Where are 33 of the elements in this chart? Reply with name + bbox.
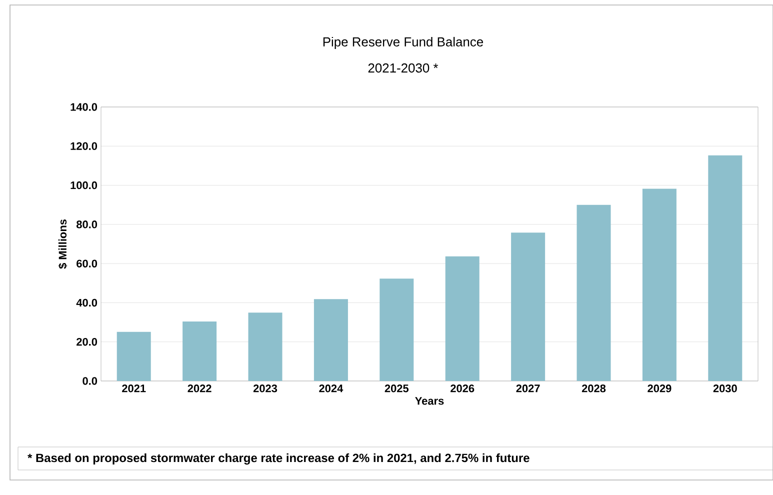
x-tick-label: 2026 [450, 384, 474, 392]
text: * Based on proposed stormwater charge rate increase of 2% in 2021, and 2.75% in future [28, 453, 530, 465]
y-tick-label: 0.0 [82, 377, 98, 385]
bar [182, 321, 217, 381]
bar [576, 204, 611, 381]
x-tick-label: 2025 [384, 384, 409, 392]
x-tick-label: 2028 [582, 384, 606, 392]
x-tick-label: 2029 [648, 384, 672, 392]
bar [380, 278, 414, 381]
y-tick-label: 100.0 [70, 181, 98, 190]
y-tick-label: 20.0 [76, 338, 98, 346]
bar [511, 232, 546, 381]
bar [445, 256, 480, 381]
x-tick-label: 2021 [122, 384, 146, 392]
x-tick-label: 2024 [319, 384, 344, 392]
bar [708, 155, 742, 381]
bar [248, 312, 282, 381]
y-tick-label: 80.0 [76, 220, 98, 228]
y-tick-label: 140.0 [70, 103, 98, 111]
y-tick-label: 40.0 [76, 298, 98, 307]
x-axis-title: Years [415, 397, 444, 405]
chart-title: Pipe Reserve Fund Balance [323, 36, 484, 50]
chart-subtitle: 2021-2030 * [368, 63, 438, 73]
y-tick-label: 120.0 [70, 142, 98, 150]
bar [116, 332, 151, 381]
x-tick-label: 2023 [253, 384, 278, 392]
bar [642, 188, 676, 381]
y-axis-title: $ Millions [58, 219, 68, 269]
x-tick-label: 2027 [516, 384, 540, 392]
x-tick-label: 2030 [713, 384, 737, 392]
x-tick-label: 2022 [188, 384, 212, 392]
bar [314, 299, 348, 381]
y-tick-label: 60.0 [76, 260, 98, 268]
